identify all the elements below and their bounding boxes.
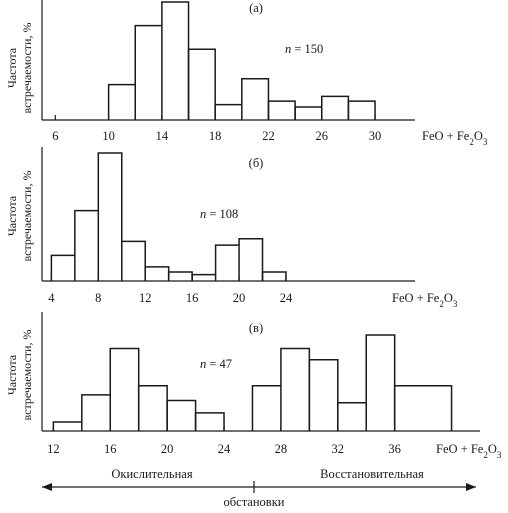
x-tick-label: 22: [262, 129, 275, 143]
x-tick-label: 16: [104, 442, 117, 456]
environment-right-label: Восстановительная: [320, 467, 424, 481]
x-tick-label: 24: [218, 442, 231, 456]
x-tick-label: 4: [48, 291, 55, 305]
x-tick-label: 24: [280, 291, 293, 305]
x-tick-label: 30: [369, 129, 382, 143]
histogram-bar: [167, 271, 193, 281]
histogram-bar: [121, 240, 146, 281]
histogram-bar: [251, 385, 282, 431]
x-tick-label: 36: [388, 442, 401, 456]
x-tick-label: 18: [209, 129, 222, 143]
x-tick-label: 8: [95, 291, 101, 305]
histogram-bar: [308, 359, 339, 431]
histogram-bar: [347, 100, 376, 120]
panel-2: 4 8 12 16 20 24 (б) n = 108 FeO + Fe2O3 Частотавс…: [5, 147, 458, 309]
histogram-bar: [81, 394, 112, 431]
arrow-left-icon: [42, 483, 52, 491]
sample-size-annotation: n = 150: [285, 42, 323, 56]
x-tick-label: 32: [332, 442, 345, 456]
histogram-bar: [214, 103, 243, 120]
x-tick-label: 20: [233, 291, 246, 305]
histogram-bar: [97, 152, 123, 281]
x-tick-label: 28: [275, 442, 288, 456]
x-axis-label: FeO + Fe2O3: [392, 291, 458, 309]
x-tick-label: 10: [102, 129, 115, 143]
histogram-bar: [238, 238, 264, 281]
y-axis-label: Частотавстречаемости, %: [5, 330, 34, 421]
panel-label: (в): [249, 321, 263, 335]
panel-3: 12 16 20 24 28 32 36 (в) n = 47 FeO + Fe2O3 Частот…: [5, 312, 502, 460]
panel-label: (а): [249, 1, 263, 15]
histogram-bar: [337, 402, 367, 431]
histogram-bar: [191, 273, 217, 281]
sample-size-annotation: n = 108: [200, 207, 238, 221]
y-axis-label: Частотавстречаемости, %: [5, 23, 34, 114]
histogram-bar: [261, 271, 287, 281]
histogram-bar: [107, 83, 136, 120]
histogram-bar: [109, 347, 140, 431]
panel-1: 6 10 14 18 22 26 30 (а) n = 150 FeO + Fe2O3 Частот…: [5, 0, 488, 147]
histogram-bar: [166, 399, 197, 431]
x-tick-label: 16: [186, 291, 199, 305]
histogram-bar: [194, 412, 225, 431]
x-tick-label: 12: [47, 442, 60, 456]
x-tick-label: 26: [316, 129, 329, 143]
y-axis-label: Частотавстречаемости, %: [5, 171, 34, 262]
environment-scale: Окислительная Восстановительная обстановки: [42, 467, 476, 509]
x-axis-label: FeO + Fe2O3: [436, 442, 502, 460]
panel-label: (б): [249, 156, 264, 170]
histogram-bar: [294, 106, 323, 120]
histogram-bar: [365, 334, 396, 431]
histogram-bar: [134, 24, 163, 120]
histogram-bar: [241, 77, 270, 120]
environment-left-label: Окислительная: [111, 467, 192, 481]
histogram-bar: [214, 244, 240, 281]
histogram-bar: [187, 48, 216, 120]
environment-caption: обстановки: [224, 495, 285, 509]
histogram-bar: [321, 95, 350, 120]
x-tick-label: 6: [52, 129, 58, 143]
histogram-bar: [52, 421, 83, 431]
histogram-bar: [137, 385, 168, 431]
x-tick-label: 12: [139, 291, 152, 305]
histogram-bar: [144, 266, 170, 281]
histogram-bar: [267, 100, 296, 120]
histogram-bar: [280, 347, 311, 431]
histogram-bar: [161, 1, 190, 120]
sample-size-annotation: n = 47: [200, 357, 232, 371]
x-tick-label: 20: [161, 442, 174, 456]
x-axis-label: FeO + Fe2O3: [422, 129, 488, 147]
histogram-bar: [74, 209, 100, 281]
x-tick-label: 14: [156, 129, 169, 143]
arrow-right-icon: [466, 483, 476, 491]
histogram-bar: [50, 254, 76, 281]
histogram-bar: [393, 385, 453, 431]
